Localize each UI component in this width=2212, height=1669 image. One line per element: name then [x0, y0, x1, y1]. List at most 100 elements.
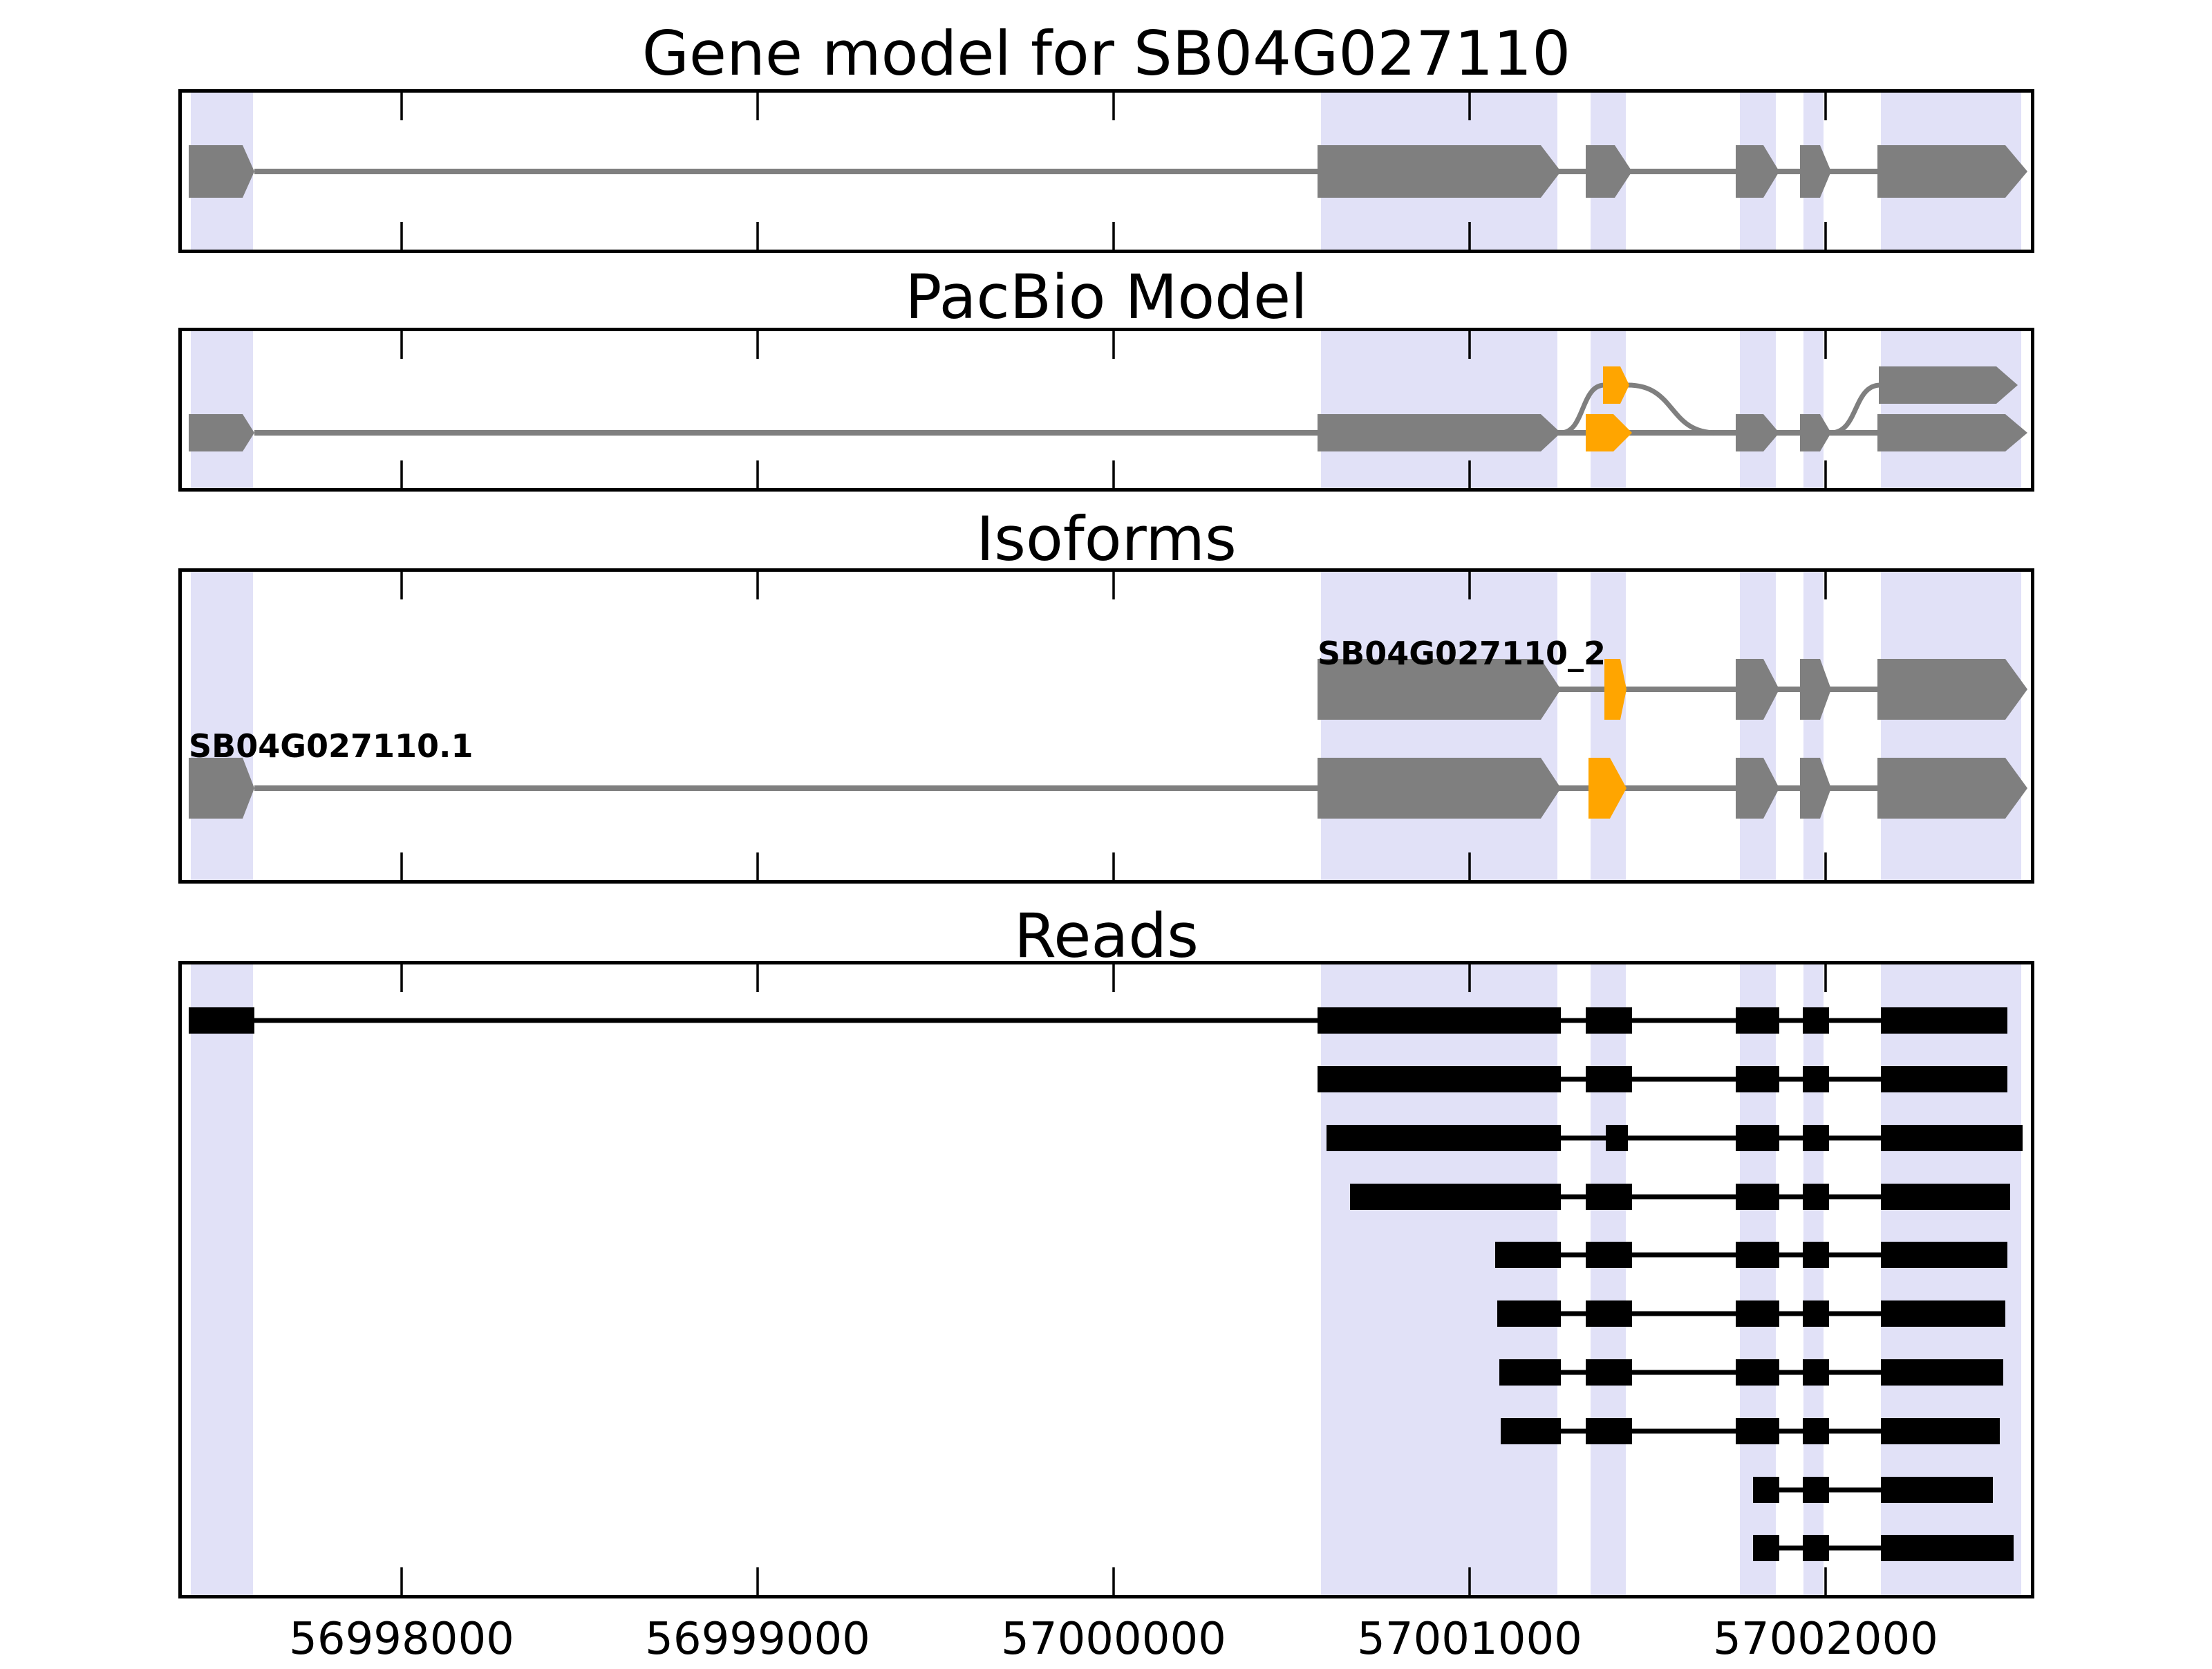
read-exon — [1881, 1418, 2000, 1444]
tick-mark — [1824, 222, 1827, 250]
exon-gray — [1800, 659, 1831, 720]
isoforms-plot: SB04G027110_2 SB04G027110.1 — [189, 572, 2027, 880]
read-exon — [1586, 1066, 1632, 1092]
splice-arc — [1627, 382, 1717, 436]
tick-mark — [1824, 572, 1827, 599]
exon-gray — [1879, 366, 2018, 404]
exon-gray — [1877, 758, 2027, 819]
tick-mark — [1468, 331, 1471, 359]
read-exon — [1497, 1300, 1561, 1327]
read-exon — [1736, 1125, 1779, 1151]
read-exon — [1736, 1007, 1779, 1034]
read-exon — [1753, 1477, 1779, 1503]
read-exon — [1803, 1359, 1829, 1386]
tick-mark — [1824, 1567, 1827, 1595]
read-exon — [1881, 1184, 2010, 1210]
highlight-band — [1881, 572, 2021, 880]
read-exon — [1736, 1242, 1779, 1268]
exon-gray — [1736, 145, 1779, 198]
tick-mark — [1468, 460, 1471, 488]
highlight-band — [1803, 572, 1824, 880]
tick-mark — [1112, 964, 1115, 992]
tick-mark — [400, 331, 403, 359]
read-exon — [1881, 1066, 2007, 1092]
highlight-band — [1740, 331, 1776, 488]
read-exon — [1736, 1184, 1779, 1210]
exon-gray — [189, 414, 254, 451]
read-exon — [1803, 1007, 1829, 1034]
exon-orange — [1604, 659, 1627, 720]
panel-pacbio-model — [178, 328, 2034, 492]
read-exon — [1803, 1477, 1829, 1503]
tick-mark — [756, 572, 759, 599]
x-axis: 56998000 56999000 57000000 57001000 57002000 — [0, 1614, 2212, 1669]
read-exon — [1318, 1007, 1561, 1034]
read-exon — [1803, 1184, 1829, 1210]
tick-mark — [756, 460, 759, 488]
tick-mark — [1112, 1567, 1115, 1595]
read-exon — [1803, 1242, 1829, 1268]
read-exon — [1350, 1184, 1561, 1210]
exon-orange — [1586, 414, 1632, 451]
exon-gray — [1318, 414, 1561, 451]
read-exon — [1586, 1007, 1632, 1034]
exon-gray — [1736, 758, 1779, 819]
exon-gray — [1800, 758, 1831, 819]
read-exon — [1586, 1359, 1632, 1386]
highlight-band — [1740, 572, 1776, 880]
highlight-band — [1591, 572, 1626, 880]
exon-gray — [1586, 145, 1632, 198]
highlight-band — [191, 572, 253, 880]
read-exon — [1803, 1535, 1829, 1561]
read-exon — [1327, 1125, 1561, 1151]
highlight-band — [1321, 964, 1557, 1595]
highlight-band — [1881, 331, 2021, 488]
tick-mark — [400, 222, 403, 250]
read-exon — [1501, 1418, 1561, 1444]
panel-isoforms: SB04G027110_2 SB04G027110.1 — [178, 568, 2034, 884]
read-exon — [1318, 1066, 1561, 1092]
exon-gray — [1736, 659, 1779, 720]
x-axis-tick-label: 57001000 — [1357, 1614, 1582, 1665]
exon-gray — [1877, 659, 2027, 720]
tick-mark — [756, 852, 759, 880]
read-exon — [1586, 1300, 1632, 1327]
reads-plot — [189, 964, 2023, 1595]
read-exon — [1881, 1007, 2007, 1034]
tick-mark — [756, 331, 759, 359]
tick-mark — [1112, 331, 1115, 359]
read-exon — [1736, 1359, 1779, 1386]
exon-gray — [1877, 145, 2027, 198]
title-pacbio-model: PacBio Model — [905, 261, 1308, 333]
x-axis-tick-label: 56999000 — [645, 1614, 870, 1665]
tick-mark — [1824, 93, 1827, 120]
read-exon — [1881, 1242, 2007, 1268]
read-line — [1318, 1076, 2007, 1082]
intron-line — [254, 785, 1877, 791]
tick-mark — [756, 93, 759, 120]
read-exon — [1881, 1477, 1993, 1503]
tick-mark — [1112, 93, 1115, 120]
x-axis-tick-label: 56998000 — [289, 1614, 514, 1665]
read-exon — [189, 1007, 254, 1034]
isoform-label: SB04G027110.1 — [189, 727, 473, 765]
tick-mark — [1824, 331, 1827, 359]
read-exon — [1499, 1359, 1561, 1386]
tick-mark — [1468, 93, 1471, 120]
tick-mark — [400, 964, 403, 992]
read-exon — [1753, 1535, 1779, 1561]
intron-line — [254, 430, 1877, 436]
exon-gray — [189, 758, 254, 819]
read-exon — [1736, 1066, 1779, 1092]
highlight-band — [191, 331, 253, 488]
tick-mark — [1468, 222, 1471, 250]
exon-gray — [1877, 414, 2027, 451]
title-reads: Reads — [1014, 900, 1199, 971]
read-exon — [1606, 1125, 1628, 1151]
highlight-band — [1591, 331, 1626, 488]
tick-mark — [1824, 852, 1827, 880]
read-exon — [1881, 1300, 2005, 1327]
tick-mark — [756, 1567, 759, 1595]
pacbio-model-plot — [189, 331, 2027, 488]
read-exon — [1736, 1418, 1779, 1444]
